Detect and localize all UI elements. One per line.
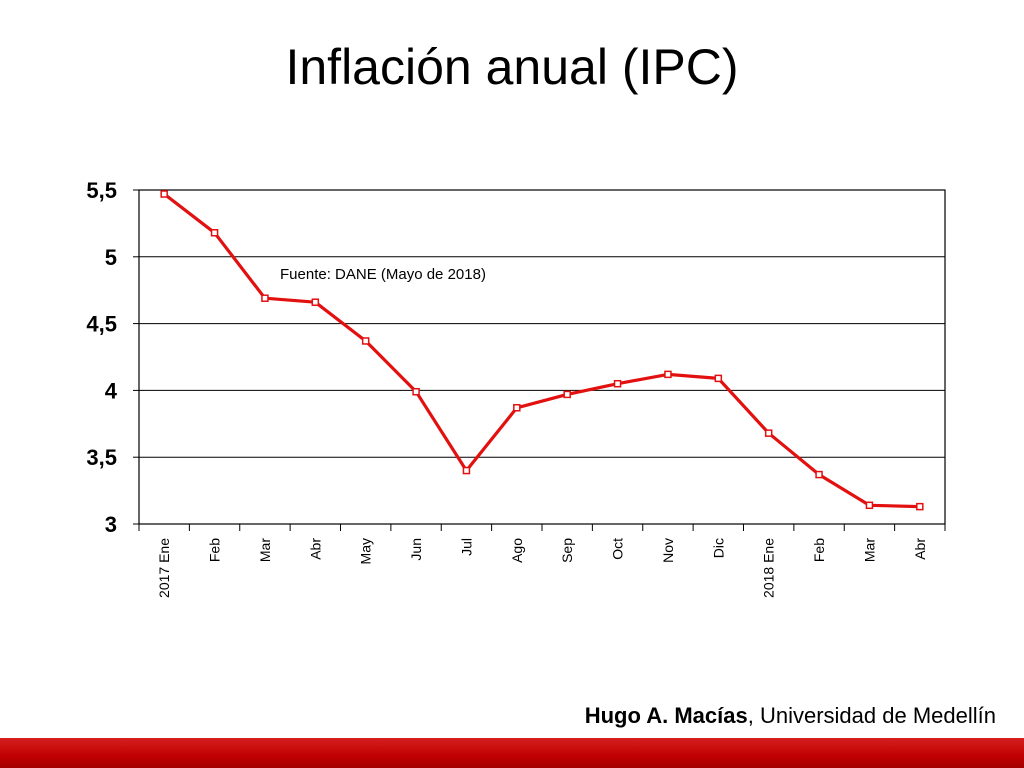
x-tick-label: Jun [408,538,424,561]
data-point [563,390,571,399]
x-tick-label: 2017 Ene [156,538,172,598]
source-annotation: Fuente: DANE (Mayo de 2018) [280,266,486,283]
data-point [764,429,773,437]
x-tick-label: Feb [811,538,827,562]
x-tick-label: Oct [610,538,626,560]
x-axis: 2017 Ene Feb Mar Abr May Jun Jul Ago Sep Oct Nov Di… [138,524,946,598]
x-tick-label: Abr [912,538,928,560]
x-tick-label: Jul [458,538,474,556]
data-point [261,294,269,302]
data-point [160,190,168,198]
footer-credit: Hugo A. Macías, Universidad de Medellín [585,703,996,729]
x-tick-label: Sep [559,538,575,563]
footer-affiliation: Universidad de Medellín [759,703,996,728]
data-point [311,298,320,306]
footer-author: Hugo A. Macías [584,703,748,728]
x-tick-label: Feb [207,538,223,562]
data-point [865,501,874,510]
x-tick-label: Dic [710,538,726,558]
y-axis: 3 3,5 4 4,5 5 5,5 [86,178,139,537]
x-tick-label: Nov [660,538,676,563]
slide-title: Inflación anual (IPC) [285,39,739,95]
x-tick-label: Abr [307,538,323,560]
data-point [210,229,219,237]
data-point [462,466,471,475]
x-tick-label: Ago [509,538,525,563]
gridlines [139,256,945,458]
plot-area [138,189,946,525]
x-tick-label: 2018 Ene [761,538,777,598]
y-tick-label: 3,5 [86,445,117,470]
data-point [664,370,672,379]
data-point [412,387,420,396]
series-line [163,192,920,509]
x-tick-label: Mar [861,538,877,562]
x-tick-label: May [358,538,374,564]
data-point [714,374,723,383]
y-tick-label: 5 [105,245,117,270]
data-point [815,470,823,479]
y-tick-label: 4,5 [86,312,117,337]
y-tick-label: 3 [105,512,117,537]
data-point [513,404,521,412]
footer-separator: , [747,703,760,728]
y-tick-label: 5,5 [86,178,117,203]
data-point [361,337,370,345]
bottom-accent-bar [0,738,1024,768]
series-markers [160,190,924,511]
data-point [613,379,622,388]
line-chart: 3 3,5 4 4,5 5 5,5 2017 Ene Feb Mar Abr May Jun Jul A… [86,178,946,598]
data-point [916,502,924,511]
x-tick-label: Mar [257,538,273,562]
y-tick-label: 4 [105,378,118,403]
